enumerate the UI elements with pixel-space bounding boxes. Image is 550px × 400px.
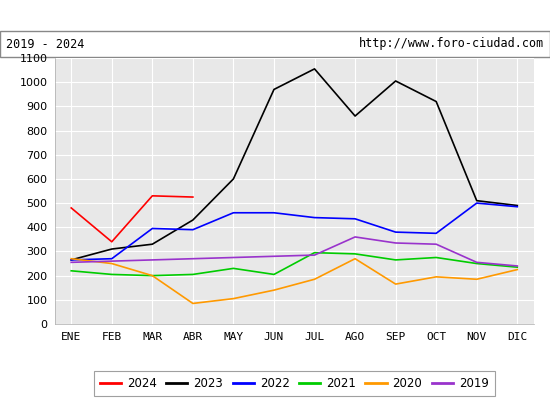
Text: 2019 - 2024: 2019 - 2024 — [6, 38, 84, 50]
Text: Evolucion Nº Turistas Extranjeros en el municipio de Montoro: Evolucion Nº Turistas Extranjeros en el … — [13, 8, 537, 23]
Legend: 2024, 2023, 2022, 2021, 2020, 2019: 2024, 2023, 2022, 2021, 2020, 2019 — [94, 371, 494, 396]
Text: http://www.foro-ciudad.com: http://www.foro-ciudad.com — [359, 38, 544, 50]
